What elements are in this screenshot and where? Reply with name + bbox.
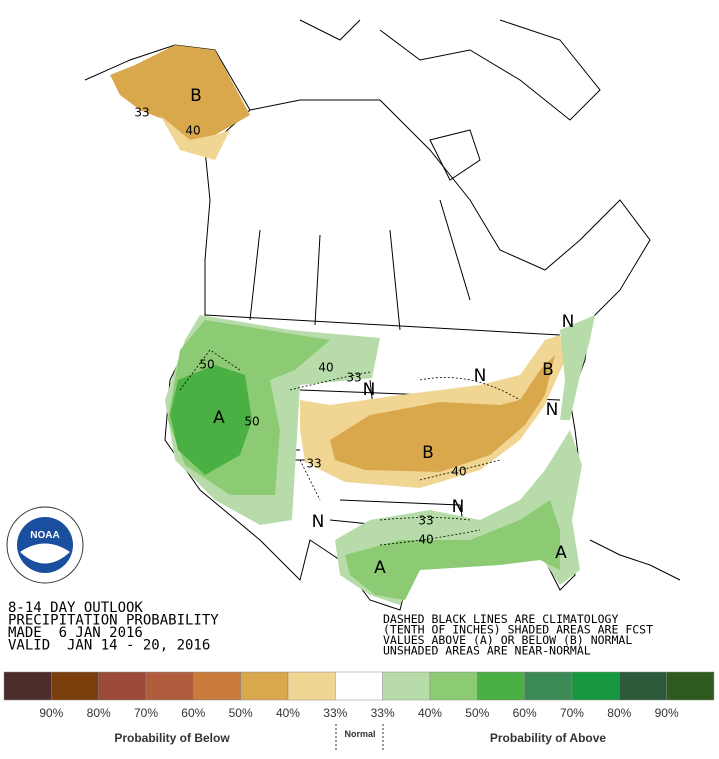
legend-label: 70% bbox=[134, 706, 158, 720]
legend-swatch bbox=[51, 671, 99, 701]
legend-label: 80% bbox=[87, 706, 111, 720]
legend-label: 90% bbox=[655, 706, 679, 720]
outlook-line: MADE 6 JAN 2016 bbox=[8, 625, 143, 641]
legend-label: 70% bbox=[560, 706, 584, 720]
map-label: N bbox=[546, 400, 559, 420]
legend-label: 90% bbox=[39, 706, 63, 720]
legend-swatch bbox=[524, 671, 573, 701]
climatology-lines bbox=[179, 349, 521, 546]
legend-swatch bbox=[666, 671, 715, 701]
legend-label: 60% bbox=[513, 706, 537, 720]
map-label: 33 bbox=[346, 371, 361, 385]
map-label: 40 bbox=[185, 124, 200, 138]
legend-swatch bbox=[98, 671, 147, 701]
map-label: N bbox=[562, 312, 575, 332]
note-line: DASHED BLACK LINES ARE CLIMATOLOGY bbox=[383, 612, 618, 626]
map-label: N bbox=[363, 380, 376, 400]
legend-swatch bbox=[287, 671, 336, 701]
legend-swatch bbox=[382, 671, 431, 701]
note-line: VALUES ABOVE (A) OR BELOW (B) NORMAL bbox=[383, 633, 632, 647]
legend-above-title: Probability of Above bbox=[490, 731, 607, 745]
map-label: N bbox=[452, 497, 465, 517]
legend-swatch bbox=[571, 671, 620, 701]
note-line: (TENTH OF INCHES) SHADED AREAS ARE FCST bbox=[383, 623, 653, 637]
legend-swatch bbox=[335, 671, 383, 701]
map-label: 33 bbox=[418, 514, 433, 528]
legend-swatch bbox=[240, 671, 289, 701]
legend-label: 33% bbox=[371, 706, 395, 720]
legend-swatch bbox=[193, 671, 241, 701]
map-label: A bbox=[374, 558, 386, 578]
legend-label: 40% bbox=[276, 706, 300, 720]
legend-label: 60% bbox=[181, 706, 205, 720]
outlook-line: 8-14 DAY OUTLOOK bbox=[8, 600, 143, 616]
legend: 90% 80% 70% 60% 50% 40% 33% 33% 40% 50% 60% 70% 80% 9… bbox=[3, 671, 715, 720]
legend-label: 50% bbox=[465, 706, 489, 720]
map-label: 33 bbox=[306, 457, 321, 471]
legend-below-title: Probability of Below bbox=[114, 731, 230, 745]
note-line: UNSHADED AREAS ARE NEAR-NORMAL bbox=[383, 644, 591, 658]
map-label: 40 bbox=[418, 533, 433, 547]
legend-swatch bbox=[619, 671, 667, 701]
map-label: 33 bbox=[134, 106, 149, 120]
map-label: 50 bbox=[244, 415, 259, 429]
map-label: A bbox=[555, 543, 567, 563]
map-label: 50 bbox=[199, 358, 214, 372]
map-label: N bbox=[474, 366, 487, 386]
legend-swatch bbox=[477, 671, 525, 701]
map-label: 40 bbox=[318, 361, 333, 375]
legend-swatch bbox=[429, 671, 478, 701]
legend-swatch bbox=[3, 671, 52, 701]
legend-normal-title: Normal bbox=[344, 729, 375, 739]
legend-swatch bbox=[145, 671, 194, 701]
map-label: A bbox=[213, 408, 225, 428]
forecast-shading bbox=[110, 45, 595, 605]
map-label: 40 bbox=[451, 465, 466, 479]
map-label: B bbox=[542, 360, 554, 380]
legend-label: 80% bbox=[607, 706, 631, 720]
map-label: B bbox=[422, 443, 434, 463]
logo-text: NOAA bbox=[30, 530, 59, 541]
map-label: B bbox=[190, 86, 202, 106]
noaa-logo: NOAA bbox=[6, 506, 84, 584]
map-label: N bbox=[312, 512, 325, 532]
legend-label: 33% bbox=[323, 706, 347, 720]
notes-text: DASHED BLACK LINES ARE CLIMATOLOGY(TENTH… bbox=[383, 612, 653, 658]
legend-label: 50% bbox=[229, 706, 253, 720]
outlook-line: PRECIPITATION PROBABILITY bbox=[8, 613, 219, 629]
legend-label: 40% bbox=[418, 706, 442, 720]
outlook-line: VALID JAN 14 - 20, 2016 bbox=[8, 638, 210, 654]
